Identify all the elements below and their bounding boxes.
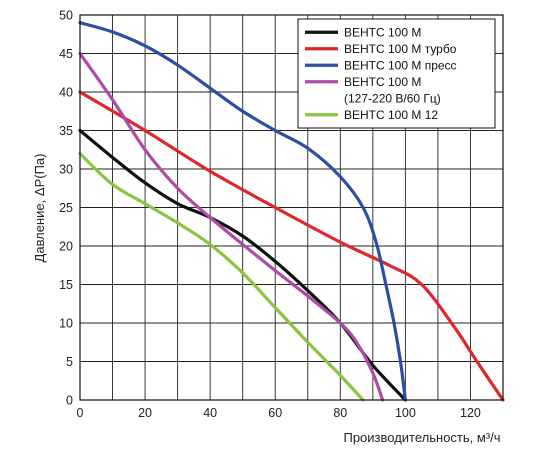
x-tick-label: 0 <box>77 406 84 420</box>
tick-labels: 0 20 40 60 80 100 120 0 5 10 15 20 25 30 35 40 45 50 <box>59 9 481 421</box>
series-line-2 <box>78 90 505 402</box>
x-axis-label: Производительность, м³/ч <box>343 430 500 445</box>
legend-label-2: ВЕНТС 100 М турбо <box>344 42 457 56</box>
y-tick-label: 10 <box>59 317 73 331</box>
legend-label-4: ВЕНТС 100 М <box>344 75 421 89</box>
legend-label-5: ВЕНТС 100 М 12 <box>344 108 438 122</box>
y-tick-label: 45 <box>59 47 73 61</box>
y-tick-label: 20 <box>59 240 73 254</box>
y-axis-label: Давление, ΔP(Па) <box>32 154 47 263</box>
x-tick-label: 40 <box>203 406 217 420</box>
series-line-4 <box>78 51 385 402</box>
x-tick-label: 60 <box>268 406 282 420</box>
x-tick-label: 80 <box>333 406 347 420</box>
y-tick-label: 50 <box>59 9 73 23</box>
y-tick-label: 35 <box>59 124 73 138</box>
series-line-3 <box>78 21 407 402</box>
plot-frame <box>79 14 504 401</box>
y-tick-label: 0 <box>66 394 73 408</box>
y-tick-label: 40 <box>59 86 73 100</box>
legend-box <box>297 18 496 129</box>
series-lines <box>78 21 505 402</box>
y-tick-label: 15 <box>59 278 73 292</box>
legend-label-1: ВЕНТС 100 М <box>344 26 421 40</box>
x-tick-label: 120 <box>460 406 481 420</box>
series-line-5 <box>78 152 365 402</box>
y-tick-label: 5 <box>66 355 73 369</box>
legend: ВЕНТС 100 М ВЕНТС 100 М турбо ВЕНТС 100 М … <box>297 18 496 129</box>
y-tick-label: 25 <box>59 201 73 215</box>
x-tick-label: 20 <box>138 406 152 420</box>
y-tick-label: 30 <box>59 163 73 177</box>
legend-label-4-line2: (127-220 В/60 Гц) <box>344 92 441 106</box>
legend-label-3: ВЕНТС 100 М пресс <box>344 59 457 73</box>
x-tick-label: 100 <box>395 406 416 420</box>
